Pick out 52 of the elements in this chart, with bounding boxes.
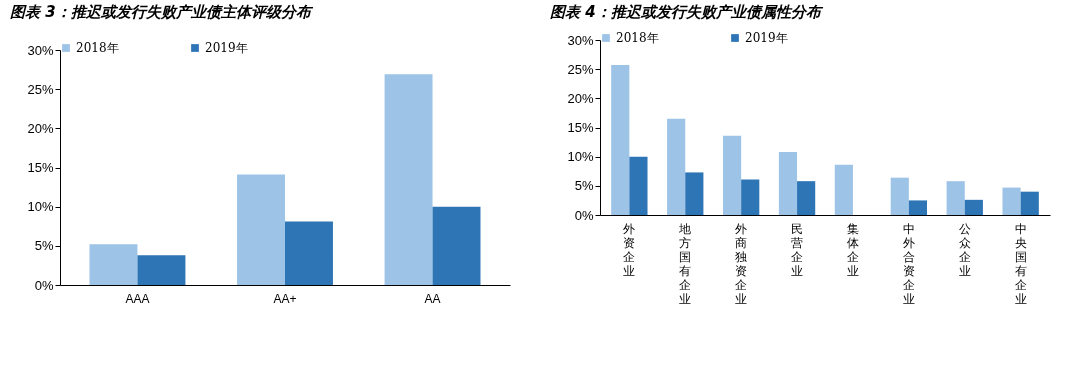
- x-tick-label: 中外合资企业: [902, 221, 915, 306]
- x-tick-label: 地方国有企业: [678, 221, 692, 306]
- x-tick-label: 公众企业: [958, 221, 971, 278]
- bar: [667, 118, 686, 215]
- x-tick-label: AAA: [125, 291, 150, 306]
- x-tick-label: AA+: [273, 291, 297, 306]
- bar: [237, 174, 285, 285]
- bar: [611, 65, 630, 215]
- y-tick-label: 0%: [34, 277, 54, 293]
- bar: [89, 244, 138, 285]
- bar: [964, 199, 983, 215]
- y-tick-label: 30%: [567, 32, 594, 48]
- y-tick-label: 30%: [27, 42, 54, 58]
- bar: [285, 221, 333, 285]
- x-tick-label: AA: [424, 291, 441, 306]
- bar: [741, 179, 760, 215]
- x-tick-label: 外商独资企业: [735, 221, 748, 306]
- bar: [890, 177, 909, 215]
- bar: [946, 181, 965, 215]
- y-tick-label: 15%: [27, 160, 54, 175]
- bar: [685, 172, 704, 215]
- bar: [137, 255, 186, 285]
- bar: [1020, 191, 1039, 215]
- x-tick-label: 民营企业: [791, 221, 804, 278]
- legend-label: 2018年: [76, 41, 119, 55]
- bar: [722, 135, 742, 215]
- bar: [797, 181, 816, 215]
- legend-label: 2019年: [745, 31, 788, 45]
- bar: [384, 74, 433, 285]
- y-tick-label: 10%: [27, 199, 54, 215]
- y-tick-label: 20%: [567, 90, 594, 106]
- legend-label: 2019年: [205, 41, 248, 55]
- bar: [629, 156, 648, 215]
- bar: [834, 164, 853, 215]
- y-tick-label: 25%: [567, 61, 594, 77]
- x-tick-label: 集体企业: [846, 221, 859, 278]
- x-tick-label: 外资企业: [623, 221, 636, 278]
- y-tick-label: 15%: [567, 120, 594, 135]
- y-tick-label: 20%: [27, 120, 54, 136]
- y-tick-label: 25%: [27, 81, 54, 97]
- bar: [432, 206, 481, 285]
- y-tick-label: 10%: [567, 149, 594, 165]
- legend-label: 2018年: [616, 31, 659, 45]
- x-tick-label: 中央国有企业: [1014, 221, 1027, 306]
- y-tick-label: 0%: [574, 207, 594, 223]
- chart-title: 图表 3：推迟或发行失败产业债主体评级分布: [10, 3, 314, 21]
- chart-title: 图表 4：推迟或发行失败产业债属性分布: [550, 3, 824, 21]
- bar: [908, 200, 928, 215]
- bar: [1002, 187, 1021, 215]
- bar: [778, 152, 798, 215]
- y-tick-label: 5%: [34, 238, 54, 254]
- y-tick-label: 5%: [574, 178, 594, 194]
